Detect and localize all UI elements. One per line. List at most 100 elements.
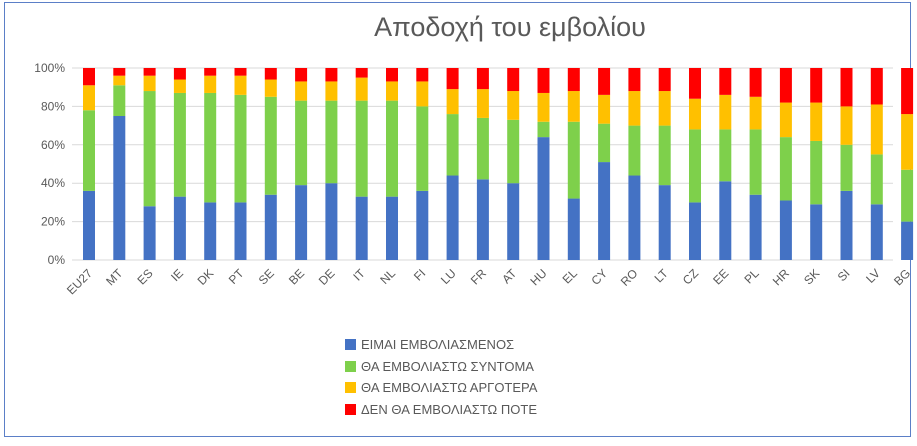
x-tick-label: ES bbox=[134, 266, 155, 287]
bar-segment-DE-1 bbox=[325, 100, 338, 184]
bar-segment-EL-0 bbox=[567, 198, 580, 260]
bar-segment-BE-1 bbox=[295, 100, 308, 186]
bar-segment-IE-0 bbox=[173, 196, 186, 260]
bar-segment-BG-0 bbox=[901, 221, 914, 260]
bar-segment-LV-0 bbox=[870, 204, 883, 260]
bar-segment-ES-0 bbox=[143, 206, 156, 260]
bar-segment-BG-2 bbox=[901, 114, 914, 170]
bar-segment-IT-0 bbox=[355, 196, 368, 260]
x-tick-label: AT bbox=[499, 266, 520, 287]
bar-segment-RO-3 bbox=[628, 68, 641, 92]
x-tick-label: NL bbox=[377, 266, 398, 287]
bar-segment-LU-0 bbox=[446, 175, 459, 260]
bar-segment-EL-1 bbox=[567, 121, 580, 199]
bar-segment-BG-3 bbox=[901, 68, 914, 115]
x-tick-label: IT bbox=[350, 266, 368, 284]
y-tick-label: 60% bbox=[41, 138, 65, 152]
bar-segment-HR-1 bbox=[779, 137, 792, 201]
x-tick-label: DE bbox=[316, 266, 338, 288]
bar-segment-DE-2 bbox=[325, 81, 338, 101]
bar-segment-CZ-1 bbox=[689, 129, 701, 203]
bar-segment-FR-3 bbox=[476, 68, 489, 90]
x-tick-label: SE bbox=[256, 266, 277, 287]
x-tick-label: PT bbox=[226, 266, 247, 287]
x-tick-label: BE bbox=[286, 266, 307, 287]
x-tick-label: BG bbox=[891, 266, 913, 288]
x-tick-label: DK bbox=[195, 266, 217, 288]
legend: ΕΙΜΑΙ ΕΜΒΟΛΙΑΣΜΕΝΟΣ ΘΑ ΕΜΒΟΛΙΑΣΤΩ ΣΥΝΤΟΜΑ… bbox=[345, 334, 537, 420]
bar-segment-EE-1 bbox=[719, 129, 732, 182]
bar-segment-AT-3 bbox=[507, 68, 520, 92]
bar-segment-BE-3 bbox=[295, 68, 308, 82]
legend-label: ΘΑ ΕΜΒΟΛΙΑΣΤΩ ΣΥΝΤΟΜΑ bbox=[361, 358, 534, 374]
bar-segment-CZ-2 bbox=[689, 98, 701, 130]
x-tick-label: LT bbox=[652, 266, 672, 286]
bar-segment-LT-0 bbox=[658, 185, 671, 260]
y-tick-label: 80% bbox=[41, 99, 65, 113]
legend-item: ΘΑ ΕΜΒΟΛΙΑΣΤΩ ΣΥΝΤΟΜΑ bbox=[345, 356, 537, 378]
bar-segment-MT-0 bbox=[113, 116, 126, 260]
bar-segment-IE-3 bbox=[173, 68, 186, 80]
bar-segment-IT-3 bbox=[355, 68, 368, 78]
bar-segment-CZ-3 bbox=[689, 68, 701, 99]
bar-segment-CY-1 bbox=[598, 123, 611, 163]
x-tick-label: CZ bbox=[680, 266, 701, 287]
bar-segment-SK-2 bbox=[810, 102, 823, 141]
bar-segment-EE-3 bbox=[719, 68, 732, 95]
bar-segment-EL-2 bbox=[567, 91, 580, 122]
bar-segment-ES-2 bbox=[143, 75, 156, 92]
bar-segment-DK-1 bbox=[204, 92, 217, 203]
bar-segment-SK-1 bbox=[810, 140, 823, 205]
x-tick-label: CY bbox=[589, 266, 611, 288]
bar-segment-FR-1 bbox=[476, 117, 489, 180]
bar-segment-NL-3 bbox=[386, 68, 398, 82]
bar-segment-RO-1 bbox=[628, 125, 641, 176]
bar-segment-PT-1 bbox=[234, 94, 247, 203]
legend-label: ΘΑ ΕΜΒΟΛΙΑΣΤΩ ΑΡΓΟΤΕΡΑ bbox=[361, 380, 538, 396]
bar-segment-DK-3 bbox=[204, 68, 217, 76]
legend-item: ΕΙΜΑΙ ΕΜΒΟΛΙΑΣΜΕΝΟΣ bbox=[345, 334, 537, 356]
bar-segment-LT-1 bbox=[658, 125, 671, 186]
y-tick-label: 0% bbox=[48, 253, 66, 267]
legend-label: ΕΙΜΑΙ ΕΜΒΟΛΙΑΣΜΕΝΟΣ bbox=[361, 337, 515, 353]
legend-item: ΔΕΝ ΘΑ ΕΜΒΟΛΙΑΣΤΩ ΠΟΤΕ bbox=[345, 399, 537, 421]
bar-segment-LT-3 bbox=[658, 68, 671, 92]
bar-segment-PL-0 bbox=[749, 194, 762, 260]
bar-segment-EE-0 bbox=[719, 181, 732, 260]
bar-segment-LU-3 bbox=[446, 68, 459, 90]
bar-segment-HU-2 bbox=[537, 92, 550, 122]
x-tick-label: PL bbox=[741, 266, 762, 287]
x-tick-label: LV bbox=[863, 266, 883, 286]
chart-title: Αποδοχή του εμβολίου bbox=[374, 12, 646, 42]
bar-segment-CY-2 bbox=[598, 94, 611, 124]
bar-segment-SK-0 bbox=[810, 204, 823, 260]
legend-swatch bbox=[345, 339, 356, 351]
bar-segment-NL-0 bbox=[386, 196, 398, 260]
bar-segment-LT-2 bbox=[658, 91, 671, 126]
bar-segment-FI-2 bbox=[416, 81, 429, 107]
legend-swatch bbox=[345, 382, 356, 394]
x-tick-label: SI bbox=[835, 266, 853, 284]
bar-segment-SI-1 bbox=[840, 144, 853, 191]
bar-segment-LU-1 bbox=[446, 114, 459, 176]
bar-segment-SE-3 bbox=[264, 68, 277, 80]
bar-segment-HU-3 bbox=[537, 68, 550, 93]
bar-segment-HR-2 bbox=[779, 102, 792, 138]
bar-segment-AT-1 bbox=[507, 119, 520, 184]
bar-segment-EE-2 bbox=[719, 94, 732, 130]
bar-segment-BE-0 bbox=[295, 185, 308, 260]
x-tick-label: SK bbox=[801, 266, 822, 287]
bar-segment-ES-3 bbox=[143, 68, 156, 76]
bar-segment-DE-3 bbox=[325, 68, 338, 82]
bar-segment-IT-2 bbox=[355, 77, 368, 101]
bar-segment-CY-3 bbox=[598, 68, 611, 95]
bar-segment-EL-3 bbox=[567, 68, 580, 92]
bar-segment-HU-0 bbox=[537, 137, 550, 260]
y-tick-label: 40% bbox=[41, 176, 65, 190]
legend-label: ΔΕΝ ΘΑ ΕΜΒΟΛΙΑΣΤΩ ΠΟΤΕ bbox=[361, 401, 537, 417]
x-tick-label: IE bbox=[168, 266, 186, 284]
bar-segment-FI-0 bbox=[416, 190, 429, 260]
bar-segment-PL-3 bbox=[749, 68, 762, 97]
bar-segment-SI-3 bbox=[840, 68, 853, 107]
